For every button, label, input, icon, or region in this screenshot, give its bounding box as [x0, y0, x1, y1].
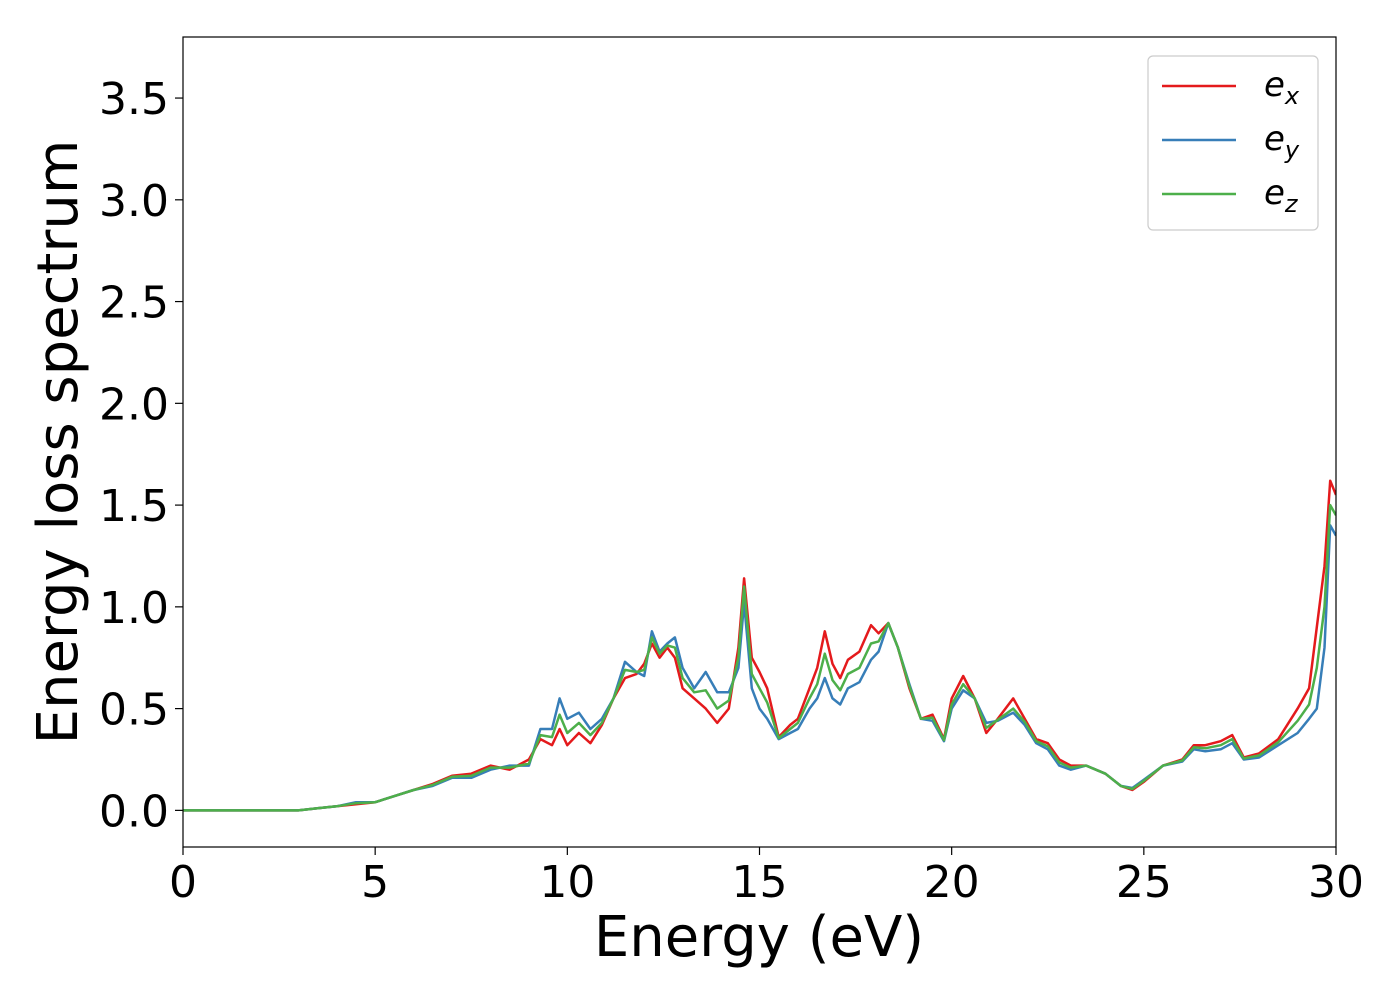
legend: ex ey ez — [1147, 55, 1319, 231]
y-tick-label: 0.0 — [99, 786, 169, 837]
y-tick-label: 2.5 — [99, 278, 169, 329]
x-tick-label: 20 — [924, 857, 980, 908]
legend-label-z: ez — [1264, 173, 1299, 218]
y-tick-label: 1.5 — [99, 481, 169, 532]
y-tick-label: 3.0 — [99, 176, 169, 227]
x-axis: 0 5 10 15 20 25 30 — [169, 847, 1364, 908]
series-line-y — [183, 524, 1336, 812]
y-tick-label: 1.0 — [99, 583, 169, 634]
legend-label-y: ey — [1264, 119, 1300, 164]
x-tick-label: 30 — [1308, 857, 1364, 908]
x-tick-label: 15 — [732, 857, 788, 908]
legend-box — [1147, 55, 1319, 231]
series-line-z — [183, 503, 1336, 812]
y-tick-label: 0.5 — [99, 685, 169, 736]
x-axis-label: Energy (eV) — [594, 905, 924, 970]
x-tick-label: 25 — [1116, 857, 1172, 908]
x-tick-label: 10 — [539, 857, 595, 908]
y-tick-label: 3.5 — [99, 74, 169, 125]
x-tick-label: 0 — [169, 857, 197, 908]
y-axis-label: Energy loss spectrum — [26, 140, 91, 745]
y-tick-label: 2.0 — [99, 379, 169, 430]
series-line-x — [183, 479, 1336, 812]
y-axis: 0.0 0.5 1.0 1.5 2.0 2.5 3.0 3.5 — [99, 74, 183, 837]
legend-label-x: ex — [1264, 65, 1300, 110]
x-tick-label: 5 — [361, 857, 389, 908]
